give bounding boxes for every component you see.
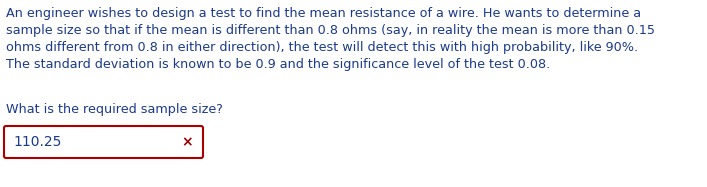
Text: ×: × [182,135,193,149]
FancyBboxPatch shape [4,126,203,158]
Text: What is the required sample size?: What is the required sample size? [6,103,223,116]
Text: 110.25: 110.25 [13,135,62,149]
Text: ohms different from 0.8 in either direction), the test will detect this with hig: ohms different from 0.8 in either direct… [6,41,638,54]
Text: An engineer wishes to design a test to find the mean resistance of a wire. He wa: An engineer wishes to design a test to f… [6,7,641,20]
Text: sample size so that if the mean is different than 0.8 ohms (say, in reality the : sample size so that if the mean is diffe… [6,24,655,37]
Text: The standard deviation is known to be 0.9 and the significance level of the test: The standard deviation is known to be 0.… [6,58,550,71]
